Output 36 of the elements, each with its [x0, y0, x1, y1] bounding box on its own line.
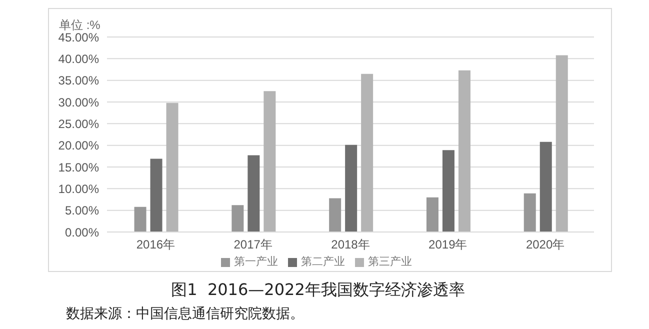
y-tick-label: 30.00% — [58, 95, 100, 110]
y-tick-label: 5.00% — [64, 204, 100, 218]
legend-label: 第一产业 — [234, 256, 278, 268]
bar — [345, 144, 358, 232]
x-tick-label: 2020年 — [526, 238, 565, 252]
y-tick-label: 15.00% — [58, 160, 100, 174]
y-tick-label: 35.00% — [58, 74, 100, 88]
bar — [329, 198, 342, 232]
x-tick-label: 2018年 — [331, 238, 370, 252]
bar — [248, 155, 260, 232]
bar — [150, 158, 162, 232]
bar — [458, 70, 470, 232]
bar — [166, 102, 178, 232]
y-tick-label: 25.00% — [58, 116, 100, 131]
y-tick-label: 20.00% — [58, 138, 100, 153]
x-tick-label: 2016年 — [136, 238, 176, 252]
bar — [556, 55, 568, 232]
legend-label: 第三产业 — [368, 256, 412, 268]
bar — [232, 205, 244, 232]
bar — [361, 74, 374, 232]
legend-label: 第二产业 — [301, 256, 345, 268]
bar — [134, 206, 146, 232]
bar — [442, 150, 454, 232]
y-tick-label: 40.00% — [58, 52, 100, 66]
y-tick-label: 45.00% — [58, 30, 100, 44]
bar — [426, 197, 438, 232]
x-tick-label: 2019年 — [428, 238, 468, 252]
y-tick-label: 0.00% — [64, 225, 100, 240]
y-axis-title: 单位 :% — [59, 17, 100, 33]
bar — [540, 142, 552, 232]
x-tick-label: 2017年 — [234, 238, 272, 252]
bar — [264, 91, 276, 232]
bar — [524, 193, 536, 232]
source-note: 数据来源：中国信息通信研究院数据。 — [66, 305, 305, 323]
y-tick-label: 10.00% — [58, 182, 100, 196]
text: 图1 2016—2022年我国数字经济渗透率 — [170, 280, 466, 301]
